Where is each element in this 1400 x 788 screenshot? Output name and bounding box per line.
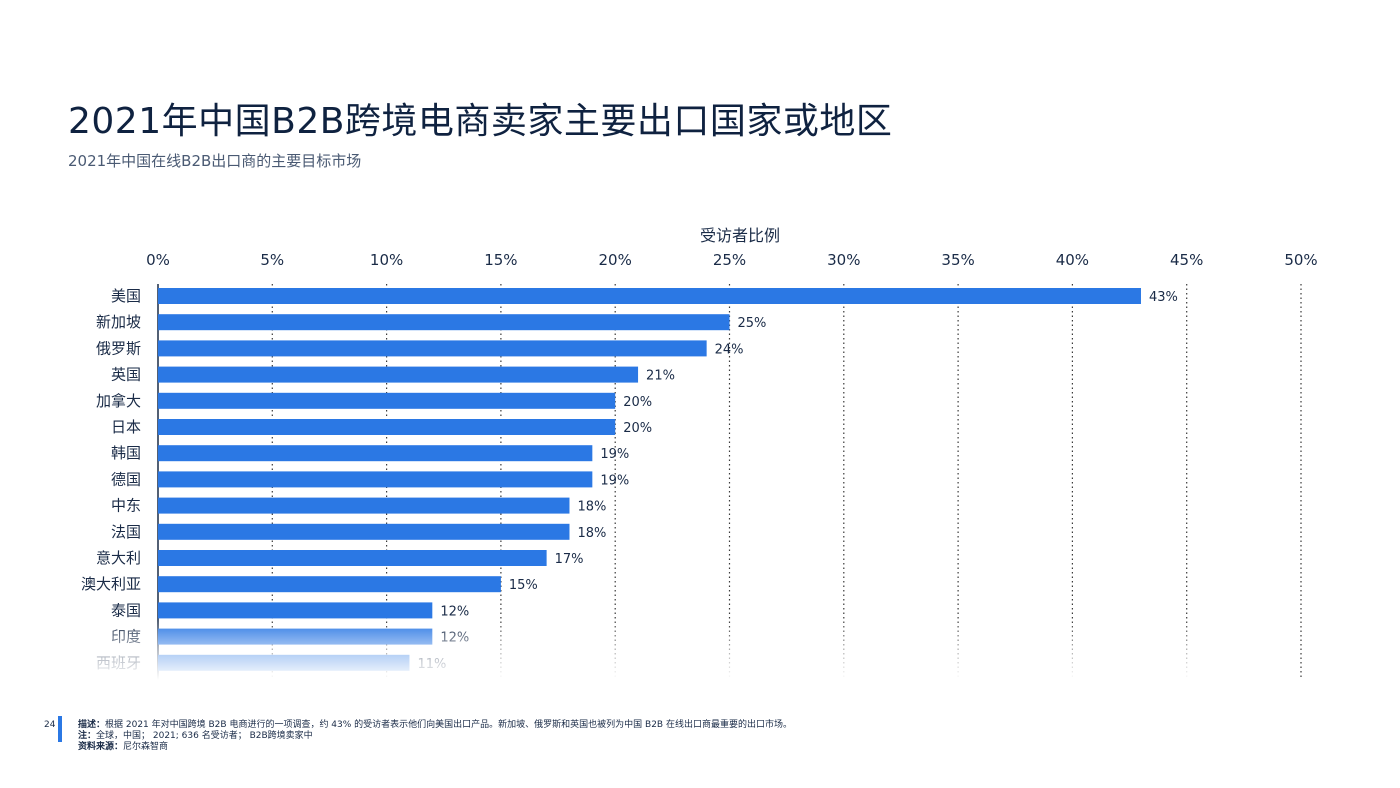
data-label: 11%: [417, 657, 446, 672]
x-tick-label: 40%: [1056, 251, 1089, 269]
bar: [158, 392, 616, 409]
footer-note: 注：全球，中国； 2021; 636 名受访者； B2B跨境卖家中: [78, 731, 792, 742]
x-tick-label: 20%: [599, 251, 632, 269]
category-label: 俄罗斯: [96, 339, 141, 357]
page-subtitle: 2021年中国在线B2B出口商的主要目标市场: [68, 152, 362, 170]
category-label: 中东: [111, 497, 141, 515]
x-tick-label: 30%: [827, 251, 860, 269]
bar: [158, 523, 570, 540]
data-label: 18%: [577, 526, 606, 541]
bar: [158, 628, 433, 645]
data-label: 43%: [1149, 290, 1178, 305]
bar: [158, 288, 1141, 304]
data-label: 20%: [623, 395, 652, 410]
footer-description: 描述：根据 2021 年对中国跨境 B2B 电商进行的一项调查，约 43% 的受…: [78, 720, 792, 731]
x-tick-label: 50%: [1284, 251, 1317, 269]
bar: [158, 602, 433, 619]
data-label: 25%: [738, 316, 767, 331]
category-label: 韩国: [111, 444, 141, 462]
category-label: 泰国: [111, 601, 141, 619]
page-number: 24: [44, 720, 56, 730]
category-label: 新加坡: [96, 313, 141, 331]
category-label: 德国: [111, 470, 141, 488]
category-label: 印度: [111, 628, 141, 646]
data-label: 12%: [440, 631, 469, 646]
bar: [158, 471, 593, 488]
bar: [158, 419, 616, 435]
data-label: 19%: [600, 473, 629, 488]
note-text: 全球，中国； 2021; 636 名受访者； B2B跨境卖家中: [96, 731, 313, 741]
page-accent-bar: [58, 716, 62, 742]
bar: [158, 550, 547, 566]
x-tick-label: 15%: [484, 251, 517, 269]
data-label: 20%: [623, 421, 652, 436]
data-label: 12%: [440, 604, 469, 619]
data-label: 21%: [646, 369, 675, 384]
x-tick-label: 10%: [370, 251, 403, 269]
page-title: 2021年中国B2B跨境电商卖家主要出口国家或地区: [68, 101, 893, 142]
data-label: 15%: [509, 578, 538, 593]
data-label: 17%: [555, 552, 584, 567]
bar: [158, 366, 639, 383]
category-label: 英国: [111, 366, 141, 384]
source-text: 尼尔森智商: [123, 742, 169, 752]
data-label: 24%: [715, 342, 744, 357]
x-tick-label: 5%: [260, 251, 284, 269]
data-label: 19%: [600, 447, 629, 462]
desc-label: 描述：: [78, 720, 106, 730]
desc-text: 根据 2021 年对中国跨境 B2B 电商进行的一项调查，约 43% 的受访者表…: [105, 720, 792, 730]
bar: [158, 654, 410, 671]
category-label: 美国: [111, 287, 141, 305]
bar: [158, 445, 593, 462]
category-label: 加拿大: [96, 392, 141, 410]
x-tick-label: 0%: [146, 251, 170, 269]
bar: [158, 497, 570, 514]
category-label: 澳大利亚: [81, 575, 141, 593]
category-label: 西班牙: [96, 654, 141, 672]
x-tick-label: 35%: [941, 251, 974, 269]
category-label: 日本: [111, 418, 141, 436]
bar-chart: 0% 5% 10% 15% 20% 25% 30% 35% 40% 45% 50% 美国 43% 新加坡 2…: [81, 251, 1318, 680]
footer-notes: 描述：根据 2021 年对中国跨境 B2B 电商进行的一项调查，约 43% 的受…: [78, 720, 792, 753]
category-label: 意大利: [96, 549, 141, 567]
source-label: 资料来源：: [78, 742, 124, 752]
footer-source: 资料来源：尼尔森智商: [78, 742, 792, 753]
x-tick-label: 25%: [713, 251, 746, 269]
bar: [158, 314, 730, 331]
category-label: 法国: [111, 523, 141, 541]
data-label: 18%: [577, 500, 606, 515]
x-tick-label: 45%: [1170, 251, 1203, 269]
x-axis-label: 受访者比例: [699, 226, 780, 245]
bar: [158, 576, 501, 593]
bar: [158, 340, 707, 357]
note-label: 注：: [78, 731, 97, 741]
